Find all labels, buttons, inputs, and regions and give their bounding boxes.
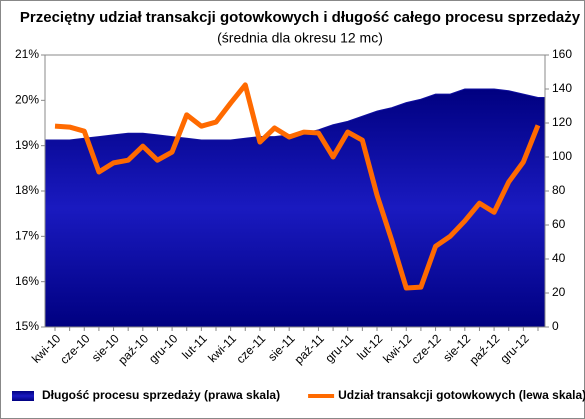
chart-title: Przeciętny udział transakcji gotowkowych… <box>20 9 581 26</box>
legend-label: Długość procesu sprzedaży (prawa skala) <box>42 388 280 402</box>
line <box>54 82 541 291</box>
y2-tick-label: 0 <box>552 319 559 333</box>
legend-label: Udział transakcji gotowkowych (lewa skal… <box>338 388 585 402</box>
y2-tick-label: 140 <box>552 81 572 95</box>
y-tick-label: 19% <box>15 138 39 152</box>
y2-tick-label: 80 <box>552 183 566 197</box>
y2-tick-label: 120 <box>552 115 572 129</box>
y2-tick-label: 60 <box>552 217 566 231</box>
legend-swatch <box>12 391 34 401</box>
y-tick-label: 18% <box>15 183 39 197</box>
y2-tick-label: 40 <box>552 251 566 265</box>
y-tick-label: 16% <box>15 274 39 288</box>
y2-tick-label: 20 <box>552 285 566 299</box>
y-tick-label: 21% <box>15 47 39 61</box>
y-tick-label: 17% <box>15 229 39 243</box>
y2-tick-label: 100 <box>552 149 572 163</box>
chart-subtitle: (średnia dla okresu 12 mc) <box>217 30 383 46</box>
y-tick-label: 20% <box>15 93 39 107</box>
y2-tick-label: 160 <box>552 47 572 61</box>
y-tick-label: 15% <box>15 319 39 333</box>
